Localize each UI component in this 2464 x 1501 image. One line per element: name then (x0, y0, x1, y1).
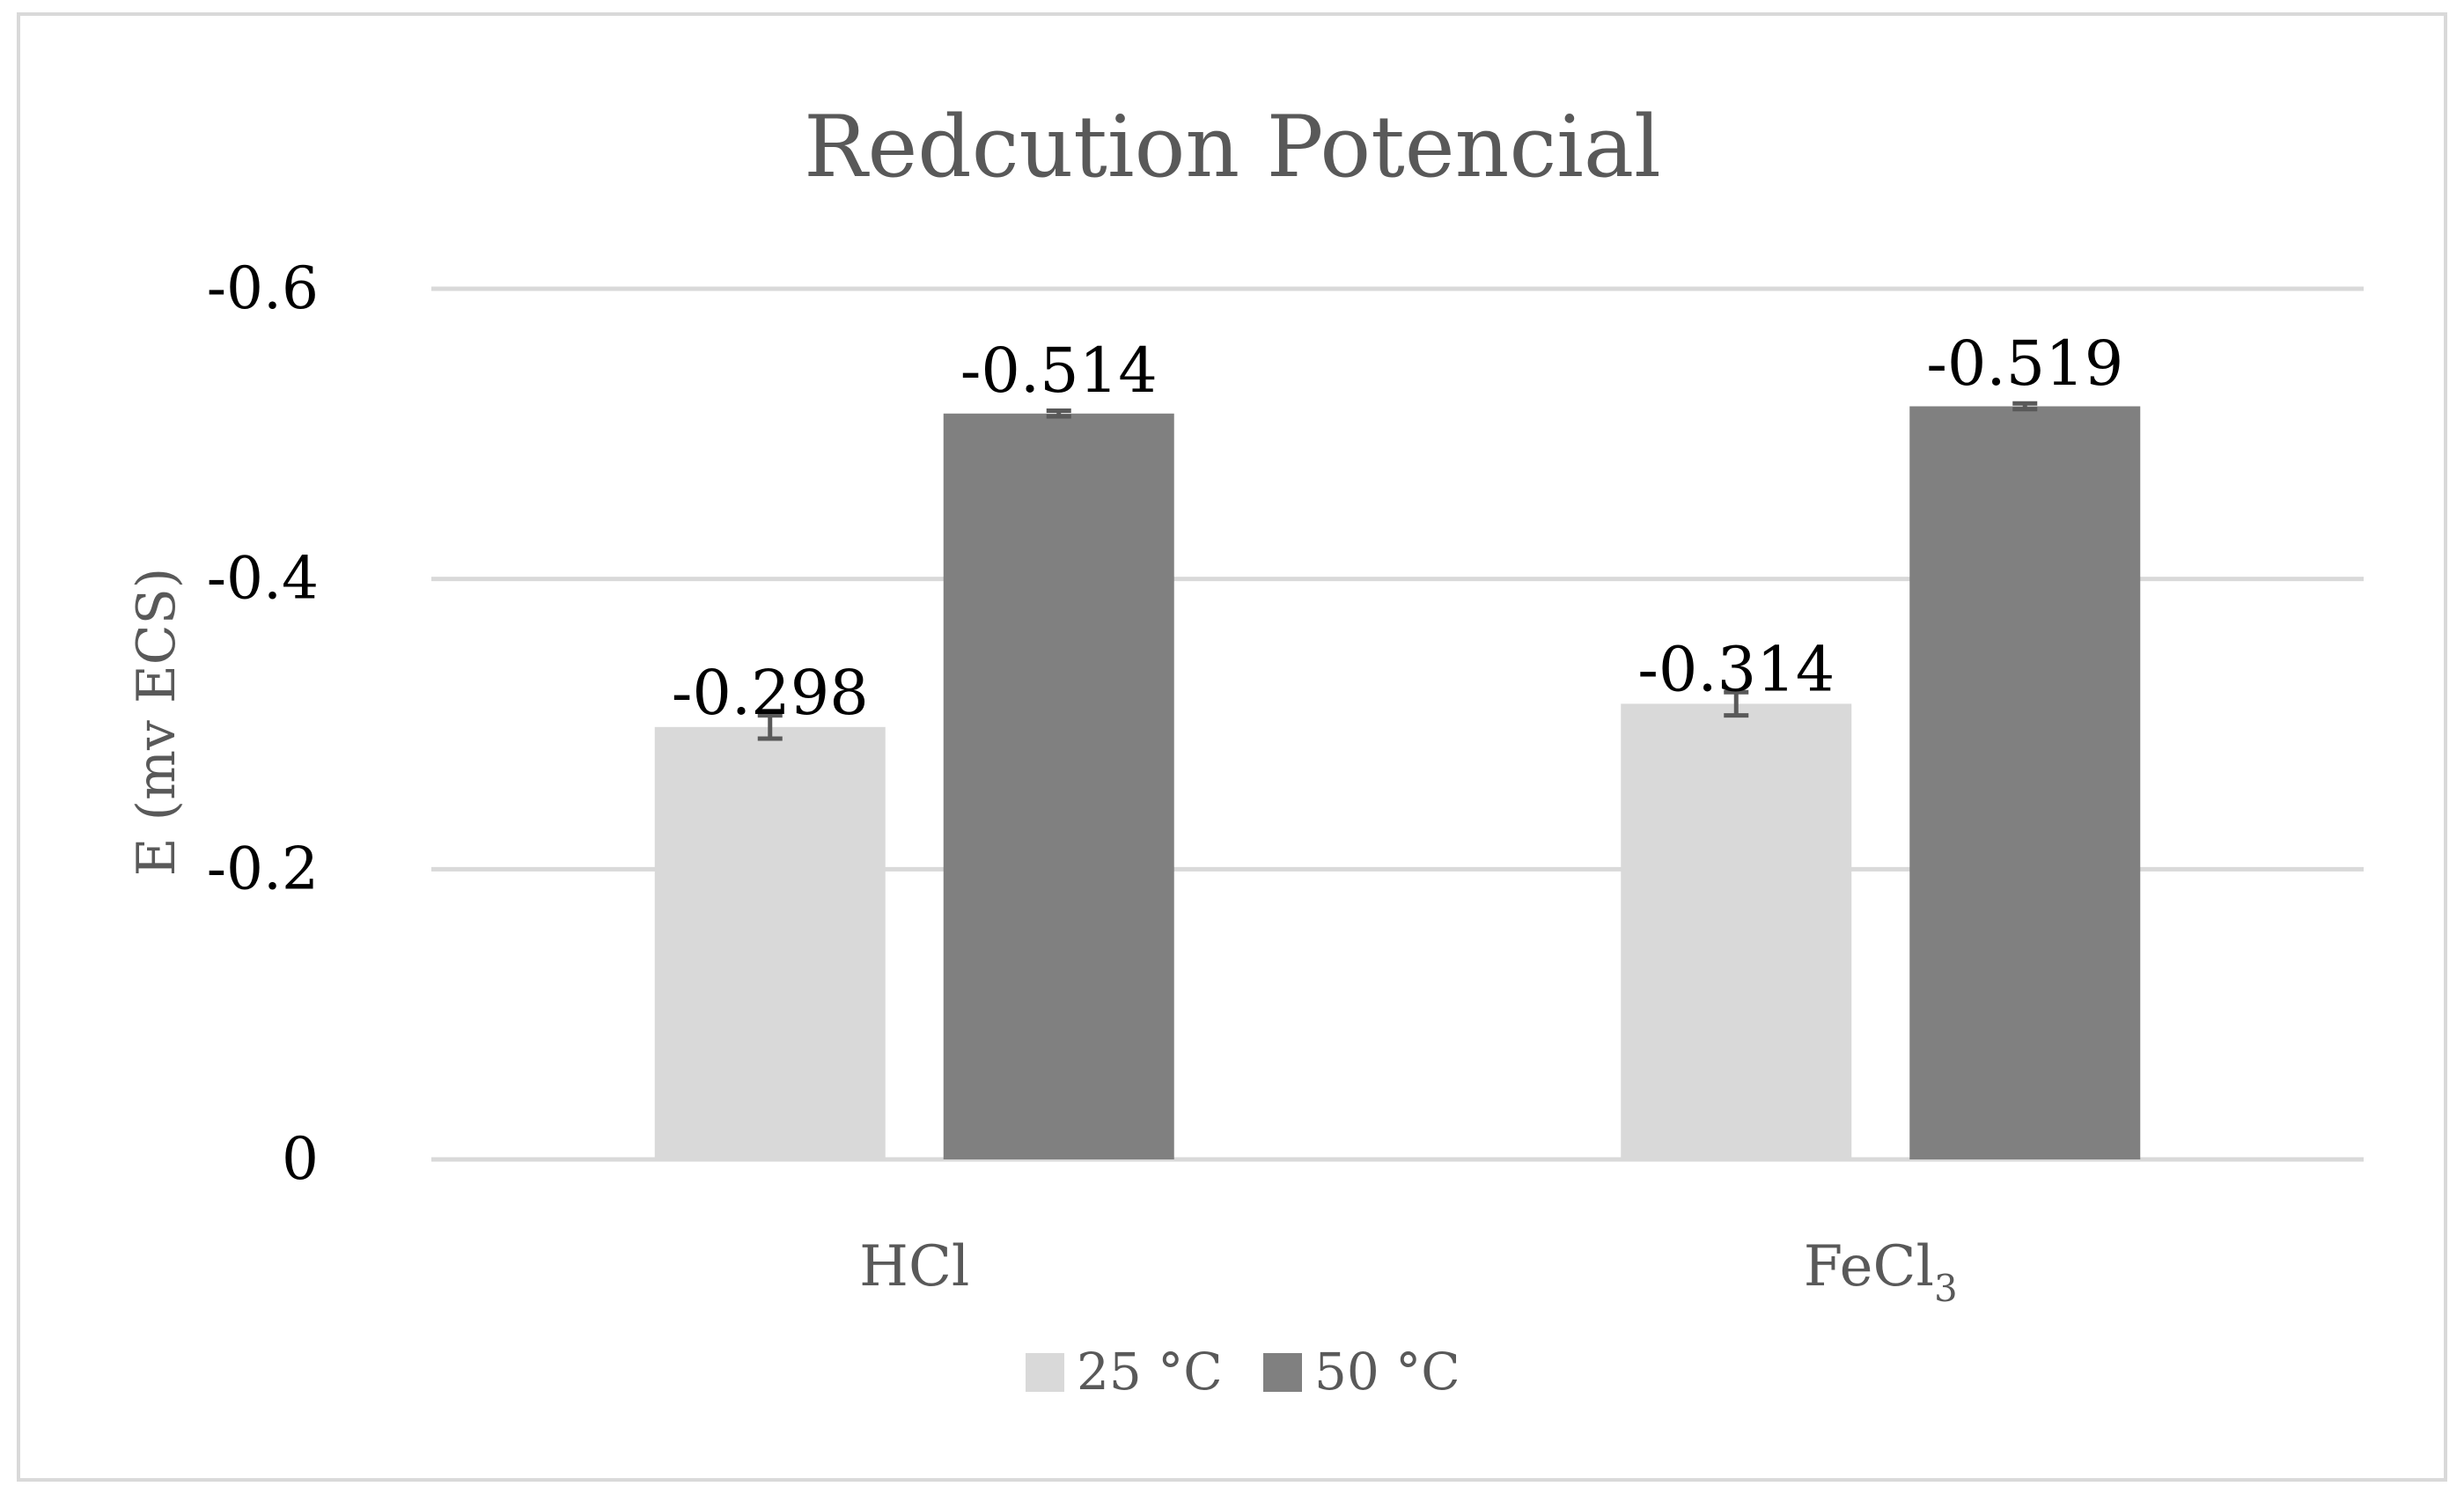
data-label-0-0: -0.298 (672, 657, 869, 729)
y-axis-ticks: 0 -0.2 -0.4 -0.6 (207, 254, 319, 1193)
bar-0-1 (943, 413, 1174, 1159)
x-tick-label-1: FeCl3 (1804, 1234, 1958, 1310)
legend-item-0: 25 °C (1026, 1342, 1223, 1402)
error-bar-0-0 (757, 713, 783, 741)
x-axis-ticks: HCl FeCl3 (859, 1234, 1958, 1310)
legend-label-1: 50 °C (1314, 1342, 1460, 1402)
bar-1-1 (1909, 406, 2141, 1159)
bar-1-0 (1621, 703, 1852, 1159)
data-labels: -0.298 -0.514 -0.314 -0.519 (672, 327, 2124, 729)
data-label-1-1: -0.519 (1926, 327, 2123, 400)
chart-title: Redcution Potencial (804, 98, 1661, 196)
legend-item-1: 50 °C (1263, 1342, 1460, 1402)
x-tick-label-text: FeCl (1804, 1234, 1934, 1299)
y-tick-label-1: -0.2 (207, 835, 319, 902)
x-tick-label-text: HCl (859, 1234, 969, 1299)
x-tick-label-0: HCl (859, 1234, 969, 1299)
bar-0-0 (654, 726, 886, 1159)
y-tick-label-2: -0.4 (207, 545, 319, 613)
y-tick-label-0: 0 (282, 1125, 319, 1193)
x-tick-label-subscript: 3 (1934, 1267, 1958, 1310)
data-label-1-0: -0.314 (1637, 634, 1835, 706)
y-axis-label: E (mv ECS) (126, 568, 188, 876)
legend-swatch-1 (1263, 1353, 1302, 1392)
y-tick-label-3: -0.6 (207, 254, 319, 322)
legend: 25 °C 50 °C (1026, 1342, 1460, 1402)
error-bars (757, 401, 2038, 741)
error-bar-1-0 (1724, 689, 1749, 718)
data-label-0-1: -0.514 (960, 335, 1158, 407)
legend-label-0: 25 °C (1077, 1342, 1223, 1402)
bars (654, 406, 2141, 1159)
legend-swatch-0 (1026, 1353, 1064, 1392)
error-bar-0-1 (1046, 408, 1071, 419)
error-bar-1-1 (2012, 401, 2038, 412)
